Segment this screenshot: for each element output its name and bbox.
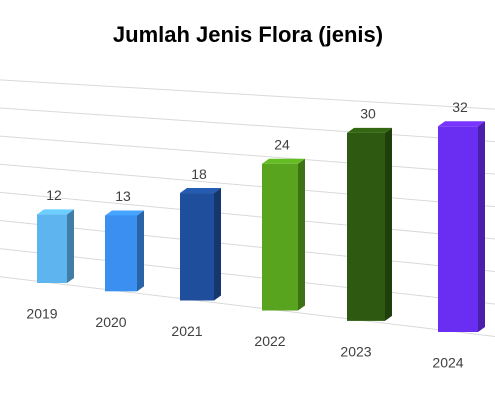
bar-side bbox=[298, 158, 305, 311]
chart-title: Jumlah Jenis Flora (jenis) bbox=[113, 22, 383, 47]
bar-top bbox=[105, 210, 144, 216]
value-label: 32 bbox=[452, 99, 468, 115]
bar-front bbox=[105, 215, 137, 292]
grid-line bbox=[0, 248, 495, 305]
bar-front bbox=[37, 214, 67, 283]
bar-top bbox=[180, 188, 221, 194]
x-tick-label: 2023 bbox=[340, 344, 371, 360]
x-tick-label: 2021 bbox=[171, 323, 202, 339]
bar bbox=[37, 209, 74, 283]
grid-line bbox=[0, 107, 495, 143]
value-label: 13 bbox=[115, 188, 131, 204]
value-label: 12 bbox=[46, 187, 62, 203]
value-label: 30 bbox=[360, 106, 376, 122]
value-label: 24 bbox=[274, 136, 290, 152]
bar-side bbox=[385, 127, 392, 321]
bar bbox=[347, 127, 392, 321]
bar bbox=[262, 158, 305, 311]
bar-top bbox=[37, 209, 74, 215]
grid-line bbox=[0, 135, 495, 175]
grid-line bbox=[0, 191, 495, 240]
bar-top bbox=[262, 158, 305, 164]
x-tick-label: 2024 bbox=[432, 355, 463, 371]
bar bbox=[105, 210, 144, 292]
x-tick-label: 2020 bbox=[95, 314, 126, 330]
bar-top bbox=[347, 127, 392, 133]
bar-top bbox=[438, 121, 485, 127]
x-tick-label: 2022 bbox=[254, 333, 285, 349]
bar-side bbox=[478, 121, 485, 333]
bar-front bbox=[438, 126, 478, 333]
grid-line bbox=[0, 219, 495, 273]
grid-line bbox=[0, 163, 495, 208]
bar-side bbox=[214, 188, 221, 301]
grid-line bbox=[0, 276, 495, 337]
bar-front bbox=[180, 193, 214, 301]
x-tick-label: 2019 bbox=[26, 306, 57, 322]
bar bbox=[180, 188, 221, 301]
bar-front bbox=[347, 132, 385, 321]
bar-side bbox=[67, 209, 74, 283]
grid-line bbox=[0, 79, 495, 110]
bar-side bbox=[137, 210, 144, 292]
value-label: 18 bbox=[191, 166, 207, 182]
bar-front bbox=[262, 163, 298, 311]
bar bbox=[438, 121, 485, 333]
